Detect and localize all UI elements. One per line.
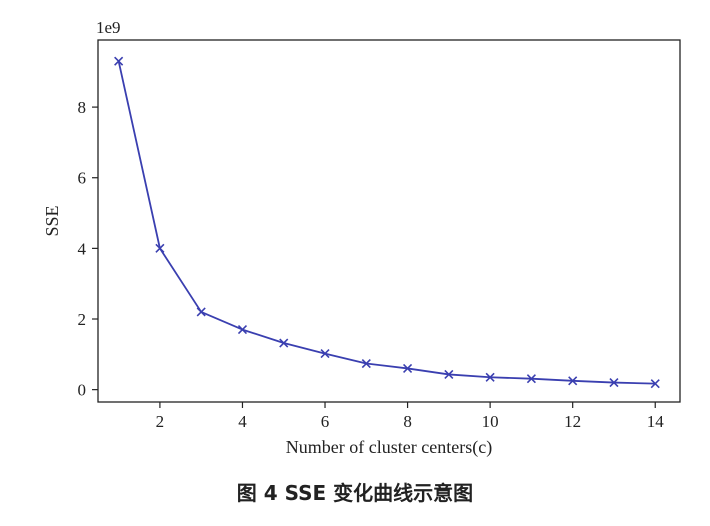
- series-layer: [114, 56, 660, 389]
- x-tick-label: 14: [647, 412, 665, 431]
- data-point-marker: [650, 379, 660, 389]
- y-tick-label: 4: [78, 239, 87, 258]
- chart: 2 4 6 8 10 12 14 0 2 4 6 8 1e9 Number of cluster c…: [42, 18, 681, 458]
- figure-caption: 图 4 SSE 变化曲线示意图: [236, 481, 474, 505]
- data-point-marker: [114, 56, 124, 66]
- x-tick-label: 12: [564, 412, 581, 431]
- x-tick-label: 8: [403, 412, 412, 431]
- data-point-marker: [568, 376, 578, 386]
- data-point-marker: [403, 363, 413, 374]
- y-axis-label: SSE: [42, 205, 62, 236]
- data-point-marker: [526, 374, 536, 384]
- data-point-marker: [279, 338, 289, 348]
- y-scale-label: 1e9: [96, 18, 121, 37]
- x-tick-label: 2: [156, 412, 165, 431]
- y-tick-label: 2: [78, 310, 87, 329]
- x-tick-label: 6: [321, 412, 330, 431]
- plot-area: [97, 39, 681, 403]
- x-axis-label: Number of cluster centers(c): [286, 437, 492, 458]
- series-line: [117, 60, 656, 385]
- x-tick-label: 10: [482, 412, 499, 431]
- data-point-marker: [320, 349, 330, 359]
- data-point-marker: [155, 243, 165, 253]
- data-point-marker: [485, 372, 495, 382]
- x-axis-ticks: 2 4 6 8 10 12 14: [156, 402, 665, 431]
- x-tick-label: 4: [238, 412, 247, 431]
- y-tick-label: 8: [78, 98, 87, 117]
- y-axis-ticks: 0 2 4 6 8: [78, 98, 98, 400]
- data-point-marker: [196, 307, 206, 317]
- y-tick-label: 6: [78, 169, 87, 188]
- data-point-marker: [237, 325, 248, 335]
- y-tick-label: 0: [78, 381, 87, 400]
- data-point-marker: [609, 378, 619, 388]
- data-point-marker: [361, 358, 371, 369]
- data-point-marker: [444, 369, 454, 380]
